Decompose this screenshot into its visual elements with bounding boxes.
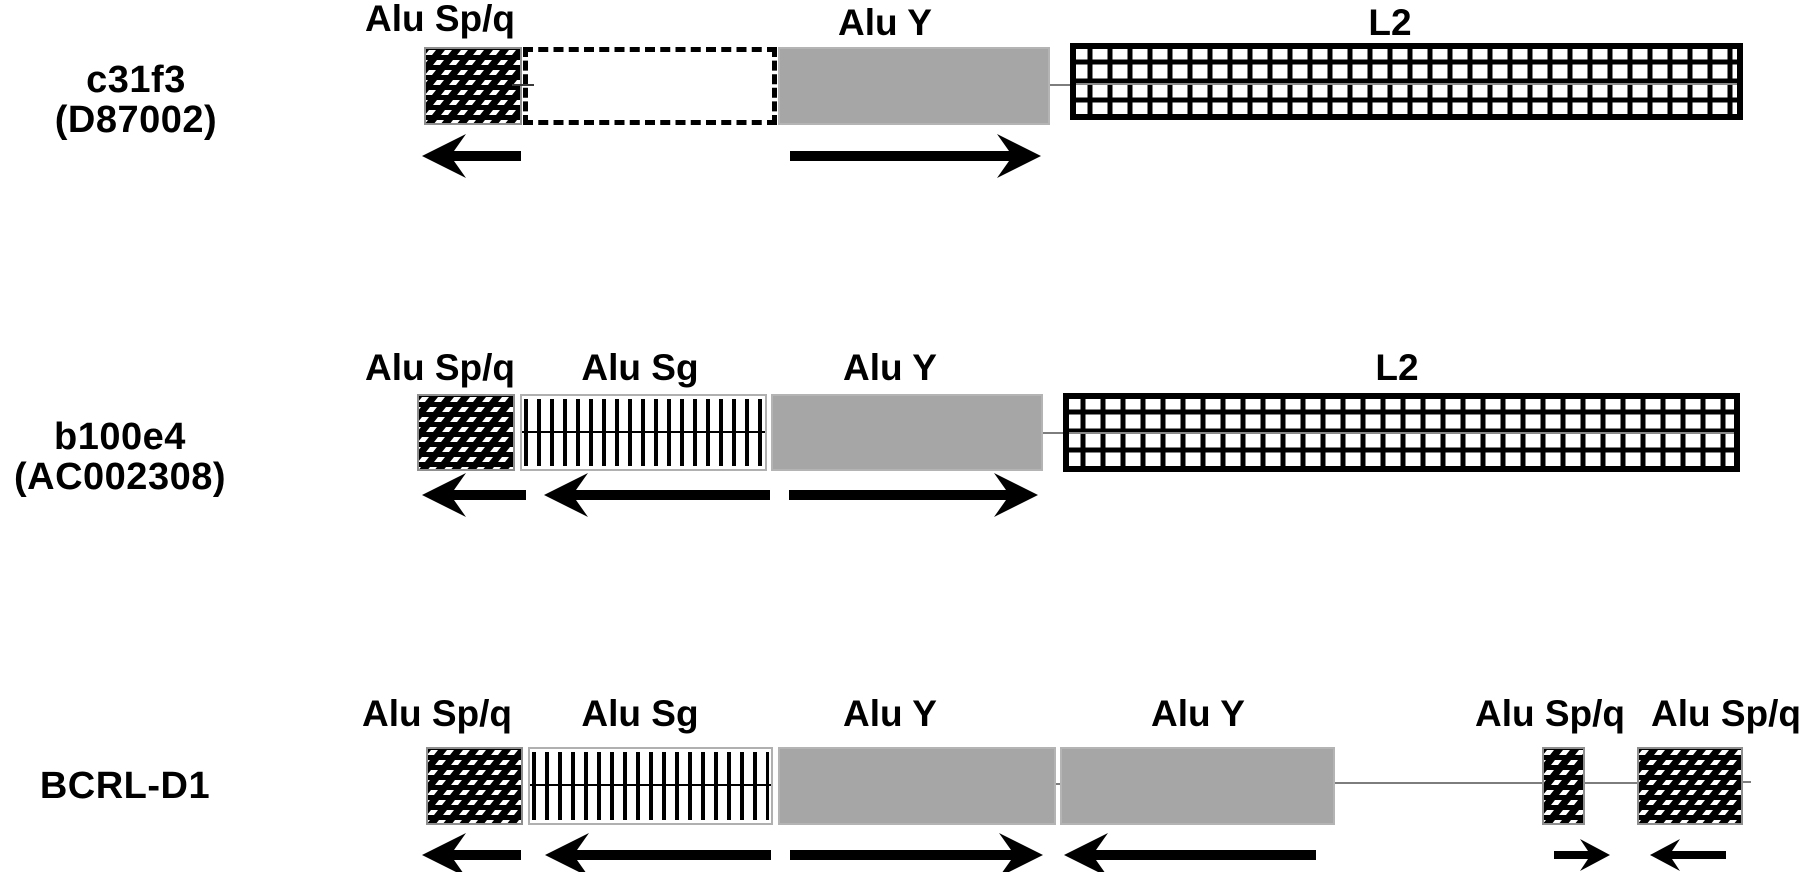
strand-arrow-left-small-icon bbox=[1650, 839, 1726, 871]
strand-arrow-right-icon bbox=[790, 134, 1041, 178]
clone-accession: (D87002) bbox=[54, 99, 218, 141]
segment-label-alu-sg: Alu Sg bbox=[581, 693, 699, 734]
strand-arrow-right-icon bbox=[789, 473, 1038, 517]
segment-label-alu-sg: Alu Sg bbox=[581, 347, 699, 388]
connector-line bbox=[1056, 783, 1060, 785]
alu-y-box-gray bbox=[1060, 747, 1335, 825]
strand-arrow-left-icon bbox=[422, 833, 521, 872]
strand-arrow-left-icon bbox=[544, 473, 770, 517]
alu-y-box-gray bbox=[771, 394, 1043, 471]
l2-box-grid bbox=[1063, 393, 1740, 472]
segment-label-alu-y: Alu Y bbox=[1151, 693, 1245, 734]
alu-spq-box-hatched bbox=[417, 394, 515, 471]
segment-label-alu-spq: Alu Sp/q bbox=[364, 347, 516, 388]
clone-name: BCRL-D1 bbox=[39, 765, 211, 807]
strand-arrow-left-icon bbox=[545, 833, 771, 872]
clone-label-bcrl-d1: BCRL-D1 bbox=[0, 766, 250, 806]
segment-label-alu-spq: Alu Sp/q bbox=[364, 0, 516, 39]
connector-line bbox=[1335, 782, 1542, 784]
alu-spq-box-hatched bbox=[424, 47, 522, 125]
segment-label-alu-spq: Alu Sp/q bbox=[1650, 693, 1800, 734]
segment-label-alu-spq: Alu Sp/q bbox=[1474, 693, 1626, 734]
connector-line bbox=[1043, 432, 1063, 434]
deletion-gap-dashed-box bbox=[523, 47, 777, 125]
alu-y-box-gray bbox=[778, 747, 1056, 825]
clone-label-b100e4: b100e4 (AC002308) bbox=[0, 417, 240, 497]
connector-line bbox=[1585, 782, 1637, 784]
segment-label-alu-y: Alu Y bbox=[843, 693, 937, 734]
alu-spq-box-hatched bbox=[426, 747, 523, 825]
clone-accession: (AC002308) bbox=[14, 456, 226, 498]
strand-arrow-right-icon bbox=[790, 833, 1043, 872]
connector-line bbox=[1743, 781, 1751, 783]
connector-stub bbox=[512, 84, 534, 86]
l2-box-grid bbox=[1070, 43, 1743, 120]
segment-label-alu-y: Alu Y bbox=[838, 2, 932, 43]
strand-arrow-right-small-icon bbox=[1554, 839, 1610, 871]
segment-label-l2: L2 bbox=[1375, 347, 1419, 388]
alu-sg-box-striped bbox=[520, 394, 767, 471]
strand-arrow-left-icon bbox=[422, 134, 521, 178]
connector-line bbox=[1050, 84, 1070, 86]
segment-label-alu-y: Alu Y bbox=[843, 347, 937, 388]
clone-label-c31f3: c31f3 (D87002) bbox=[16, 60, 256, 140]
segment-label-l2: L2 bbox=[1368, 2, 1412, 43]
alu-spq-box-hatched-small bbox=[1542, 747, 1585, 825]
strand-arrow-left-icon bbox=[422, 473, 526, 517]
segment-label-alu-spq: Alu Sp/q bbox=[361, 693, 513, 734]
clone-name: c31f3 bbox=[86, 59, 186, 101]
alu-sg-box-striped bbox=[528, 747, 773, 825]
strand-arrow-left-icon bbox=[1064, 833, 1316, 872]
alu-spq-box-hatched bbox=[1637, 747, 1743, 825]
clone-name: b100e4 bbox=[54, 416, 186, 458]
alu-y-box-gray bbox=[778, 47, 1050, 125]
